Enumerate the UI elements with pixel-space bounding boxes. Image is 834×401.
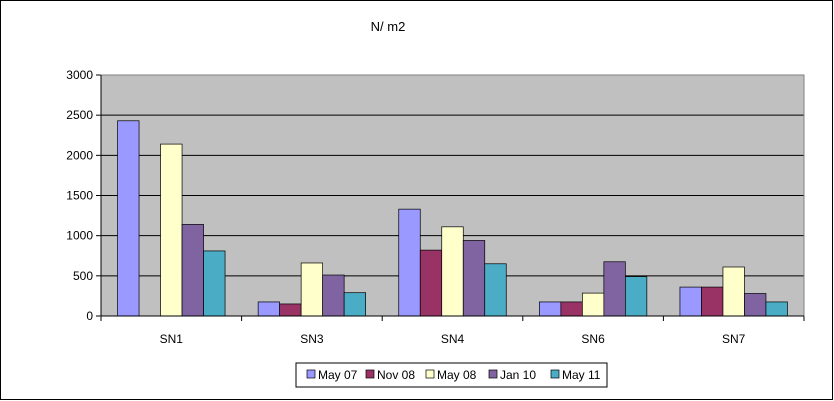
- legend: May 07 Nov 08 May 08 Jan 10 May 11: [295, 362, 608, 388]
- legend-label: May 07: [318, 368, 358, 382]
- x-tick-label: SN6: [581, 332, 605, 346]
- legend-swatch-nov-08: [365, 369, 375, 379]
- bar-may-08-sn4: [441, 226, 464, 317]
- legend-label: May 11: [562, 368, 601, 382]
- legend-swatch-may-08: [425, 369, 435, 379]
- bar-may-08-sn7: [722, 266, 745, 317]
- bar-may-11-sn3: [343, 292, 366, 317]
- bar-may-07-sn6: [538, 301, 562, 317]
- bar-nov-08-sn3: [279, 303, 302, 317]
- y-tick-label: 1000: [66, 229, 93, 243]
- y-tick-label: 3000: [66, 68, 93, 82]
- bar-may-07-sn7: [679, 286, 702, 317]
- bar-jan-10-sn4: [462, 240, 486, 317]
- legend-label: Nov 08: [377, 368, 415, 382]
- bar-may-07-sn4: [398, 208, 421, 317]
- legend-label: May 08: [437, 368, 477, 382]
- y-tick-label: 0: [86, 309, 93, 323]
- bar-jan-10-sn1: [181, 224, 204, 317]
- legend-swatch-may-07: [306, 369, 316, 379]
- legend-label: Jan 10: [500, 368, 536, 382]
- bar-may-07-sn1: [117, 120, 140, 317]
- bar-may-08-sn1: [160, 143, 183, 317]
- bar-nov-08-sn7: [701, 286, 724, 317]
- bar-may-07-sn3: [257, 301, 280, 317]
- legend-swatch-jan-10: [488, 369, 498, 379]
- x-tick-label: SN1: [160, 332, 184, 346]
- y-tick-label: 1500: [66, 189, 93, 203]
- bar-may-11-sn1: [203, 250, 226, 317]
- bar-nov-08-sn4: [419, 249, 443, 317]
- x-tick-label: SN4: [441, 332, 465, 346]
- plot-area: 0 500 1000 1500 2000 2500 3000 SN1 SN3 SN4 SN6 SN7: [66, 68, 805, 346]
- x-tick-label: SN3: [300, 332, 324, 346]
- bar-jan-10-sn3: [322, 274, 345, 317]
- chart-title: N/ m2: [371, 19, 406, 34]
- bar-may-11-sn7: [765, 301, 788, 317]
- y-tick-label: 500: [73, 269, 93, 283]
- bar-may-08-sn6: [581, 292, 605, 317]
- legend-swatch-may-11: [550, 369, 560, 379]
- bar-jan-10-sn7: [744, 293, 767, 317]
- bar-jan-10-sn6: [603, 261, 626, 317]
- x-tick-label: SN7: [722, 332, 746, 346]
- y-tick-label: 2000: [66, 148, 93, 162]
- y-tick-label: 2500: [66, 108, 93, 122]
- bar-may-11-sn4: [484, 263, 507, 317]
- bar-may-11-sn6: [624, 276, 648, 317]
- bar-may-08-sn3: [300, 262, 323, 317]
- bar-nov-08-sn6: [560, 301, 583, 317]
